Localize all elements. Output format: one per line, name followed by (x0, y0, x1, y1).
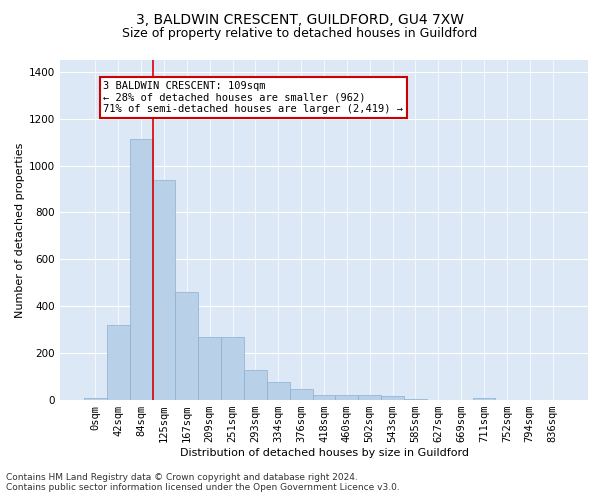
X-axis label: Distribution of detached houses by size in Guildford: Distribution of detached houses by size … (179, 448, 469, 458)
Bar (175, 292, 198, 400)
Bar (358, 396, 381, 400)
Y-axis label: Number of detached properties: Number of detached properties (15, 142, 25, 318)
Bar (84, 398, 107, 400)
Text: Size of property relative to detached houses in Guildford: Size of property relative to detached ho… (122, 28, 478, 40)
Bar (107, 325, 130, 400)
Text: 3 BALDWIN CRESCENT: 109sqm
← 28% of detached houses are smaller (962)
71% of sem: 3 BALDWIN CRESCENT: 109sqm ← 28% of deta… (103, 81, 403, 114)
Bar (221, 336, 244, 400)
Bar (130, 138, 152, 400)
Bar (313, 396, 335, 400)
Text: Contains HM Land Registry data © Crown copyright and database right 2024.: Contains HM Land Registry data © Crown c… (6, 474, 358, 482)
Bar (198, 336, 221, 400)
Bar (473, 398, 496, 400)
Bar (335, 395, 358, 400)
Text: 3, BALDWIN CRESCENT, GUILDFORD, GU4 7XW: 3, BALDWIN CRESCENT, GUILDFORD, GU4 7XW (136, 12, 464, 26)
Bar (244, 370, 267, 400)
Text: Contains public sector information licensed under the Open Government Licence v3: Contains public sector information licen… (6, 484, 400, 492)
Bar (381, 396, 404, 400)
Bar (152, 180, 175, 400)
Bar (404, 399, 427, 400)
Bar (290, 388, 313, 400)
Bar (267, 382, 290, 400)
